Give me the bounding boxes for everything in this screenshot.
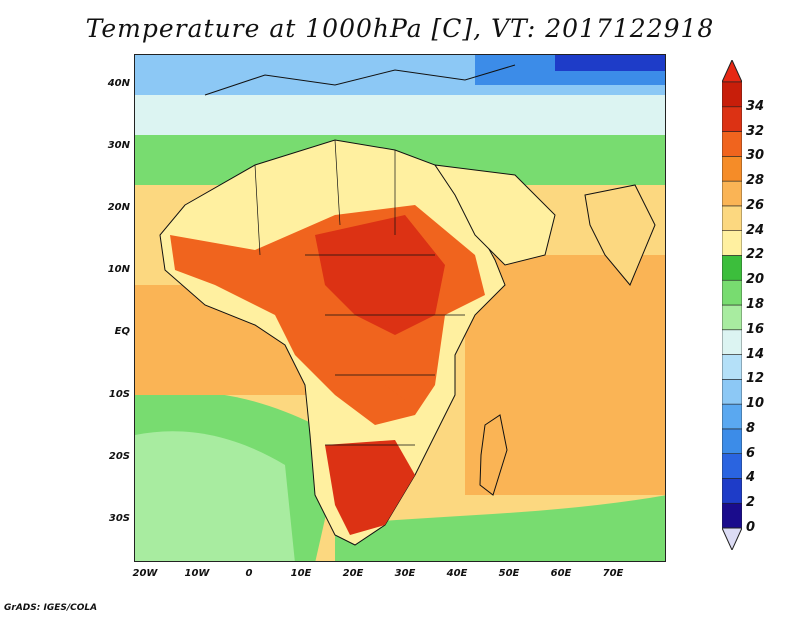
arabian-peninsula	[433, 164, 556, 266]
lon-label-10w: 10W	[184, 568, 210, 579]
colorbar-level-label: 32	[746, 123, 765, 139]
colorbar-over-arrow	[722, 60, 742, 83]
colorbar-segment	[722, 81, 742, 108]
lat-label-10s: 10S	[108, 389, 130, 400]
lon-label-70e: 70E	[602, 568, 624, 579]
map-plot-area	[135, 55, 665, 561]
colorbar-segment	[722, 354, 742, 380]
colorbar-level-label: 30	[746, 148, 765, 164]
sahel-very-hot	[315, 215, 445, 335]
colorbar-under-arrow	[722, 527, 742, 550]
temperature-map	[134, 54, 666, 562]
colorbar-segment	[722, 205, 742, 231]
east-africa-hot	[375, 340, 435, 400]
lon-label-0: 0	[245, 568, 253, 579]
colorbar-level-label: 20	[746, 272, 765, 288]
colorbar-level-label: 18	[746, 297, 765, 312]
colorbar-level-label: 22	[746, 247, 765, 263]
lat-label-20s: 20S	[108, 451, 130, 462]
colorbar-level-label: 4	[746, 470, 756, 486]
lat-label-10n: 10N	[107, 264, 130, 275]
colorbar-segment	[722, 230, 742, 256]
lat-label-30n: 30N	[107, 140, 130, 151]
colorbar-segment	[722, 379, 742, 405]
grads-credit: GrADS: IGES/COLA	[4, 603, 98, 613]
colorbar-segment	[722, 304, 742, 331]
lon-label-10e: 10E	[290, 568, 312, 579]
colorbar-segment	[722, 106, 742, 132]
colorbar-segment	[722, 255, 742, 281]
lat-label-30s: 30S	[108, 513, 130, 524]
colorbar-level-label: 0	[746, 520, 756, 535]
colorbar-level-label: 24	[746, 222, 765, 238]
colorbar-level-label: 2	[746, 495, 756, 511]
colorbar-segment	[722, 329, 742, 355]
colorbar-segment	[722, 403, 742, 430]
colorbar-segment	[722, 131, 742, 157]
colorbar-level-label: 14	[746, 346, 765, 362]
lat-label-40n: 40N	[107, 78, 130, 89]
europe-coastline	[204, 64, 516, 96]
north-africa-mild	[135, 95, 665, 135]
southern-africa-very-hot	[325, 440, 415, 535]
lat-label-eq: EQ	[114, 326, 130, 337]
colorbar-level-label: 8	[746, 420, 756, 436]
lat-label-20n: 20N	[107, 202, 130, 213]
colorbar-level-label: 6	[746, 445, 756, 461]
indian-subcontinent	[584, 184, 656, 286]
colorbar-segment	[722, 428, 742, 454]
far-north-cold	[555, 55, 665, 71]
lon-label-40e: 40E	[446, 568, 468, 579]
colorbar-level-label: 34	[746, 98, 765, 114]
lon-label-50e: 50E	[498, 568, 520, 579]
lon-label-20e: 20E	[342, 568, 364, 579]
lon-label-60e: 60E	[550, 568, 572, 579]
colorbar-segment	[722, 279, 742, 306]
southern-ocean-cool	[335, 495, 665, 561]
colorbar-level-label: 16	[746, 321, 765, 337]
map-title: Temperature at 1000hPa [C], VT: 20171229…	[85, 14, 715, 43]
madagascar	[479, 414, 508, 496]
colorbar-segment	[722, 156, 742, 182]
colorbar-segment	[722, 478, 742, 504]
lon-label-30e: 30E	[394, 568, 416, 579]
country-borders	[254, 139, 465, 446]
temperature-colorbar	[722, 60, 742, 550]
colorbar-level-label: 12	[746, 371, 765, 387]
south-atlantic-cooler	[135, 431, 295, 561]
colorbar-segment	[722, 180, 742, 207]
lon-label-20w: 20W	[132, 568, 158, 579]
colorbar-level-label: 26	[746, 197, 765, 213]
colorbar-level-label: 28	[746, 173, 765, 189]
colorbar-segment	[722, 453, 742, 479]
colorbar-segment	[722, 502, 742, 529]
colorbar-level-label: 10	[746, 396, 765, 412]
